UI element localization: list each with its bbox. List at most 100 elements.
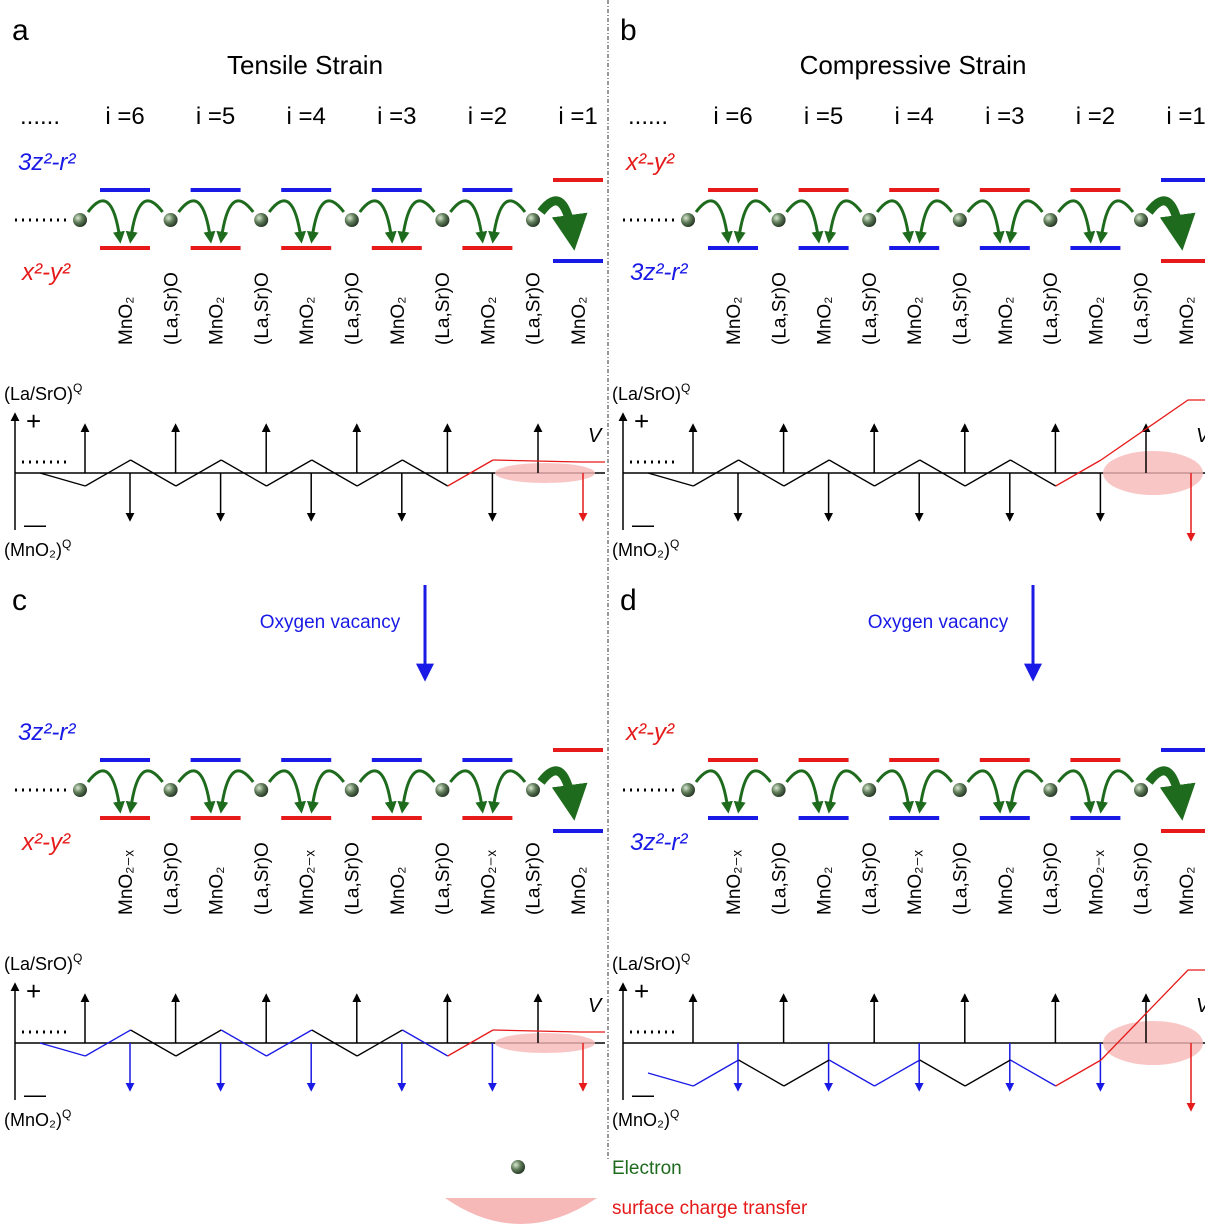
site-label: (La,Sr)O [524,842,545,915]
legend-surface [445,1198,597,1224]
layer-label: i =2 [1076,103,1115,130]
orbital-level [553,259,603,263]
layer-label: i =6 [713,103,752,130]
potential-line [130,1029,177,1057]
electron [771,783,786,797]
hop-arrow [306,199,345,244]
potential-line [311,459,358,487]
layer-label: i =2 [468,103,507,130]
electron [1134,213,1148,227]
layer-label: i =1 [1166,103,1205,130]
orbital-level [979,246,1030,250]
positive-axis-label: (La/SrO)Q [4,381,82,404]
site-label: MnO₂ [815,296,836,345]
potential-line [447,459,494,487]
layer-label: i =6 [105,103,144,130]
electron [1134,783,1148,797]
site-label: (La,Sr)O [343,842,364,915]
negative-axis-label-text: (MnO₂) [612,540,670,560]
site-label: (La,Sr)O [433,842,454,915]
site-label: MnO₂ [905,296,926,345]
hop-arrow [449,769,488,814]
hop-arrow [488,769,527,814]
minus-sign: — [24,1082,46,1107]
legend-label: Electron [612,1158,682,1179]
layer-label: i =5 [804,103,843,130]
orbital-level [371,758,422,762]
hop-arrow [876,199,915,244]
potential-line [964,1059,1011,1087]
orbital-level [1161,829,1205,833]
electron [952,783,967,797]
site-label: MnO₂ [1177,296,1198,345]
potential-line [266,459,313,487]
orbital-level [553,178,603,182]
hop-arrow [1145,196,1196,251]
site-label: (La,Sr)O [252,842,273,915]
site-label: (La,Sr)O [860,272,881,345]
upper-orbital: x²-y² [625,719,675,746]
site-label: MnO₂ [569,866,590,915]
panel-title: Tensile Strain [227,50,383,80]
hop-arrow [1096,769,1135,814]
site-label: MnO₂ [1177,866,1198,915]
negative-axis-label-sup: Q [62,537,71,551]
panel-label: d [620,584,637,617]
hop-arrow [733,199,772,244]
negative-axis-label-text: (MnO₂) [612,1110,670,1130]
layer-label: ...... [628,103,668,130]
orbital-level [462,758,513,762]
hop-arrow [966,199,1005,244]
negative-axis-label: (MnO₂)Q [612,537,679,560]
site-label: MnO₂₋ₓ [1086,849,1107,915]
hop-arrow [914,199,953,244]
hop-arrow [125,199,164,244]
potential-line [783,1059,830,1087]
hop-arrow [694,199,733,244]
layer-label: i =5 [196,103,235,130]
positive-axis-label: (La/SrO)Q [4,951,82,974]
orbital-level [1070,758,1121,762]
orbital-level [1070,816,1121,820]
positive-axis-label-text: (La/SrO) [612,384,681,404]
site-label: (La,Sr)O [1132,842,1153,915]
orbital-level [281,816,332,820]
transition-label: Oxygen vacancy [260,612,401,633]
electron [344,783,359,797]
orbital-level [708,758,758,762]
orbital-level [798,188,849,192]
hop-arrow [733,769,772,814]
electron [435,783,450,797]
hop-arrow [785,199,824,244]
panel-title: Compressive Strain [800,50,1027,80]
potential-line [39,1042,86,1057]
orbital-level [281,188,332,192]
potential-line [1010,459,1057,487]
potential-line [492,1029,605,1033]
hop-arrow [306,769,345,814]
potential-line [39,472,86,487]
hop-arrow [1005,769,1044,814]
positive-axis-label-sup: Q [73,951,82,965]
orbital-level [708,246,758,250]
potential-line [828,459,875,487]
potential-line [220,1029,267,1057]
orbital-level [889,758,940,762]
hop-arrow [397,769,436,814]
hop-arrow [216,769,255,814]
potential-line [1010,1059,1057,1087]
orbital-level [1161,748,1205,752]
site-label: (La,Sr)O [769,842,790,915]
hop-arrow [537,196,588,251]
hop-arrow [177,199,216,244]
hop-arrow [876,769,915,814]
orbital-level [979,758,1030,762]
potential-line [919,1059,966,1087]
layer-label: i =4 [895,103,934,130]
potential-line [311,1029,358,1057]
negative-axis-label: (MnO₂)Q [4,1107,71,1130]
panel-label: c [12,584,27,617]
plus-sign: + [26,976,41,1006]
transition-label: Oxygen vacancy [868,612,1009,633]
electron [254,213,269,227]
